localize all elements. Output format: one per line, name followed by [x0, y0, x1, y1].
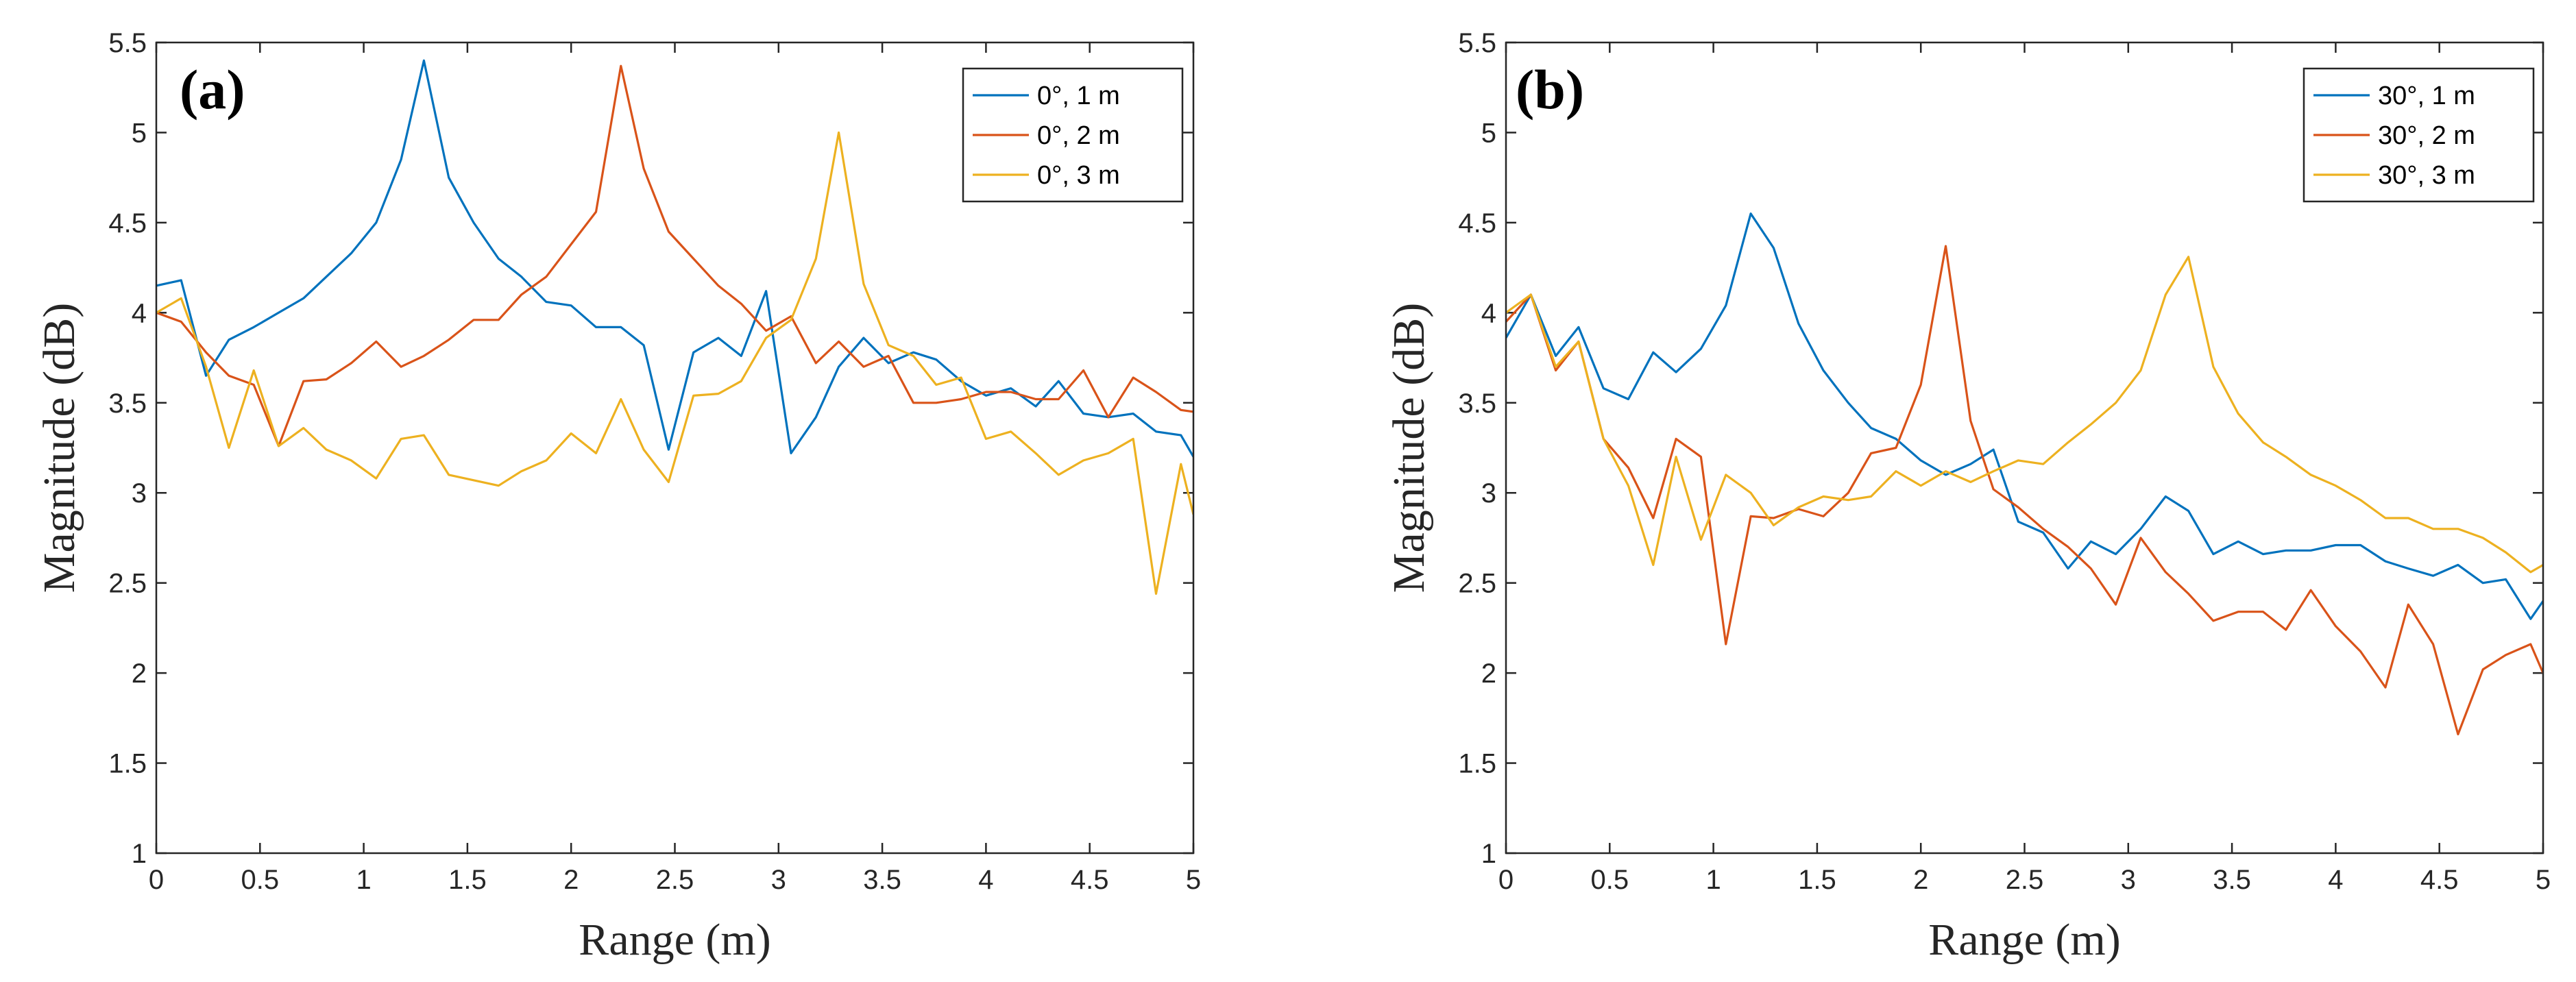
x-tick-label-a: 0.5: [241, 865, 279, 895]
x-tick-label-a: 2.5: [656, 865, 694, 895]
x-tick-label-b: 3: [2121, 865, 2136, 895]
legend-label-a-1: 0°, 1 m: [1037, 82, 1120, 110]
legend-label-b-1: 30°, 1 m: [2378, 82, 2475, 110]
x-tick-label-a: 3.5: [863, 865, 901, 895]
y-tick-label-a: 5.5: [108, 28, 147, 58]
y-axis-title-b: Magnitude (dB): [1384, 303, 1434, 593]
x-tick-label-a: 1: [356, 865, 371, 895]
x-tick-label-b: 0: [1498, 865, 1514, 895]
x-tick-label-b: 1: [1705, 865, 1721, 895]
y-tick-label-a: 1: [132, 839, 147, 869]
y-tick-label-b: 1: [1481, 839, 1496, 869]
y-tick-label-b: 5.5: [1458, 28, 1496, 58]
legend-label-a-3: 0°, 3 m: [1037, 161, 1120, 190]
y-tick-label-b: 2: [1481, 659, 1496, 689]
y-tick-label-a: 3.5: [108, 389, 147, 419]
y-tick-label-b: 1.5: [1458, 749, 1496, 779]
legend-label-b-2: 30°, 2 m: [2378, 121, 2475, 150]
x-tick-label-b: 4.5: [2420, 865, 2459, 895]
x-tick-label-b: 1.5: [1798, 865, 1836, 895]
axes-box-a: [155, 41, 1195, 855]
x-tick-label-b: 2.5: [2006, 865, 2044, 895]
y-tick-label-a: 3: [132, 478, 147, 508]
x-tick-label-b: 2: [1913, 865, 1928, 895]
x-tick-label-a: 3: [771, 865, 786, 895]
x-tick-label-b: 5: [2536, 865, 2551, 895]
x-tick-label-a: 4.5: [1071, 865, 1109, 895]
legend-label-b-3: 30°, 3 m: [2378, 161, 2475, 190]
series-line-a-1: [156, 59, 1193, 458]
x-tick-label-a: 4: [978, 865, 993, 895]
tick-group-a: 0 0.5 1 1.5 2 2.5 3 3.5 4 4.5 5 1 1.5 2 2.5 3 3.5 4 4.5 5 5.…: [108, 28, 1201, 895]
y-tick-label-a: 2.5: [108, 569, 147, 599]
y-tick-label-b: 2.5: [1458, 569, 1496, 599]
y-tick-label-a: 4: [132, 298, 147, 328]
x-tick-label-a: 5: [1186, 865, 1201, 895]
panel-label-b: (b): [1516, 58, 1584, 121]
y-tick-label-a: 1.5: [108, 749, 147, 779]
series-group-a: [156, 59, 1193, 596]
tick-group-b: 0 0.5 1 1.5 2 2.5 3 3.5 4 4.5 5 1 1.5 2 2.5 3 3.5 4 4.5 5 5.…: [1458, 28, 2551, 895]
y-tick-label-b: 3: [1481, 478, 1496, 508]
y-tick-label-b: 5: [1481, 118, 1496, 148]
series-line-b-3: [1506, 256, 2543, 574]
x-tick-label-a: 2: [563, 865, 579, 895]
chart-panel-a: 0 0.5 1 1.5 2 2.5 3 3.5 4 4.5 5 1 1.5 2 2.5 3 3.5 4 4.5 5 5.…: [34, 28, 1201, 965]
panel-label-a: (a): [180, 58, 245, 121]
series-line-b-1: [1506, 212, 2543, 620]
y-tick-label-a: 4.5: [108, 208, 147, 238]
legend-label-a-2: 0°, 2 m: [1037, 121, 1120, 150]
y-tick-label-b: 4.5: [1458, 208, 1496, 238]
x-tick-label-b: 4: [2328, 865, 2343, 895]
x-tick-label-b: 3.5: [2213, 865, 2251, 895]
y-tick-label-b: 3.5: [1458, 389, 1496, 419]
x-tick-label-b: 0.5: [1590, 865, 1629, 895]
series-line-b-2: [1506, 245, 2543, 736]
axes-box-b: [1505, 41, 2544, 855]
x-axis-title-a: Range (m): [579, 915, 770, 965]
y-axis-title-a: Magnitude (dB): [34, 303, 84, 593]
series-line-a-2: [156, 64, 1193, 447]
series-line-a-3: [156, 131, 1193, 596]
legend-b: 30°, 1 m 30°, 2 m 30°, 3 m: [2302, 67, 2535, 203]
x-tick-label-a: 1.5: [448, 865, 487, 895]
x-axis-title-b: Range (m): [1928, 915, 2120, 965]
y-tick-label-b: 4: [1481, 298, 1496, 328]
legend-a: 0°, 1 m 0°, 2 m 0°, 3 m: [962, 67, 1184, 203]
chart-panel-b: 0 0.5 1 1.5 2 2.5 3 3.5 4 4.5 5 1 1.5 2 2.5 3 3.5 4 4.5 5 5.…: [1384, 28, 2551, 965]
y-tick-label-a: 2: [132, 659, 147, 689]
y-tick-label-a: 5: [132, 118, 147, 148]
x-tick-label-a: 0: [149, 865, 164, 895]
series-group-b: [1506, 212, 2543, 736]
